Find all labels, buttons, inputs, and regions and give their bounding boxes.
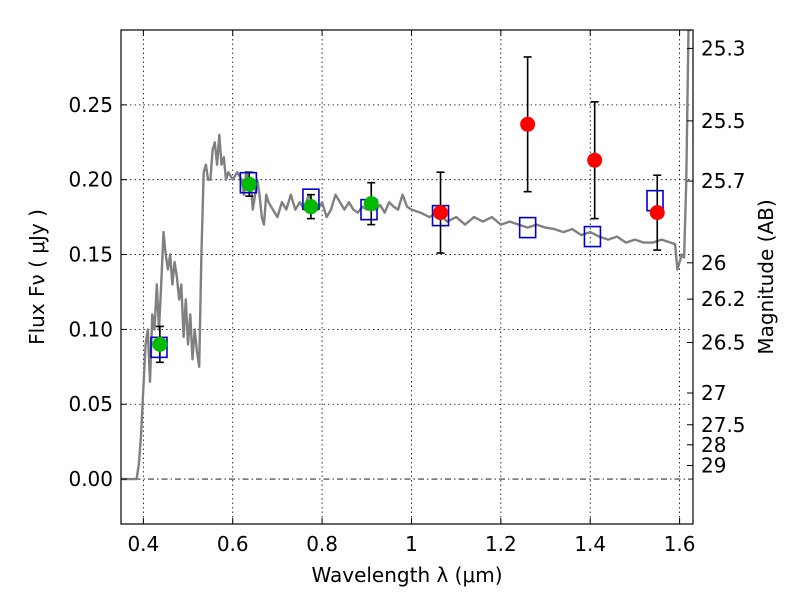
right-tick-label: 25.7 (701, 169, 746, 193)
observed-flux-point (241, 176, 257, 192)
right-tick-label: 26.2 (701, 287, 746, 311)
y-axis-title: Flux Fν ( μJy ) (25, 209, 49, 345)
y-tick-label: 0.10 (68, 317, 113, 341)
observed-points-group (152, 116, 665, 352)
right-tick-label: 26.5 (701, 331, 746, 355)
x-tick-labels: 0.4 0.6 0.8 1 1.2 1.4 1.6 (127, 532, 695, 556)
observed-flux-point (520, 116, 536, 132)
observed-flux-point (303, 199, 319, 215)
ticks-group (121, 30, 693, 524)
model-photometry-square (518, 216, 537, 239)
observed-flux-point (363, 196, 379, 212)
observed-flux-point (587, 152, 603, 168)
x-tick-label: 1.4 (574, 532, 606, 556)
right-tick-label: 26 (701, 251, 726, 275)
right-tick-label: 25.5 (701, 109, 746, 133)
right-tick-label: 27 (701, 381, 726, 405)
right-axis-title: Magnitude (AB) (754, 199, 778, 354)
x-tick-label: 0.6 (217, 532, 249, 556)
x-tick-label: 0.4 (127, 532, 159, 556)
plot-area (121, 30, 691, 481)
y-tick-label: 0.20 (68, 168, 113, 192)
plot-frame (120, 29, 694, 525)
y-tick-label: 0.00 (68, 467, 113, 491)
x-tick-label: 1 (405, 532, 418, 556)
right-tick-label: 28 (701, 433, 726, 457)
sed-model-group (121, 30, 691, 481)
observed-flux-point (152, 336, 168, 352)
model-photometry-group (150, 171, 664, 359)
x-tick-label: 0.8 (306, 532, 338, 556)
sed-model-line (121, 30, 691, 481)
y-tick-label: 0.25 (68, 93, 113, 117)
grid (121, 30, 693, 524)
x-tick-label: 1.2 (485, 532, 517, 556)
observed-flux-point (649, 205, 665, 221)
y-tick-label: 0.15 (68, 243, 113, 267)
right-tick-label: 25.3 (701, 36, 746, 60)
right-tick-label: 27.5 (701, 413, 746, 437)
error-bars-group (155, 56, 662, 364)
x-tick-label: 1.6 (664, 532, 696, 556)
model-photometry-square (583, 225, 602, 248)
y-tick-labels: 0.00 0.05 0.10 0.15 0.20 0.25 (68, 93, 113, 491)
y-tick-label: 0.05 (68, 392, 113, 416)
right-tick-label: 29 (701, 453, 726, 477)
observed-flux-point (433, 205, 449, 221)
x-axis-title: Wavelength λ (μm) (311, 563, 502, 587)
